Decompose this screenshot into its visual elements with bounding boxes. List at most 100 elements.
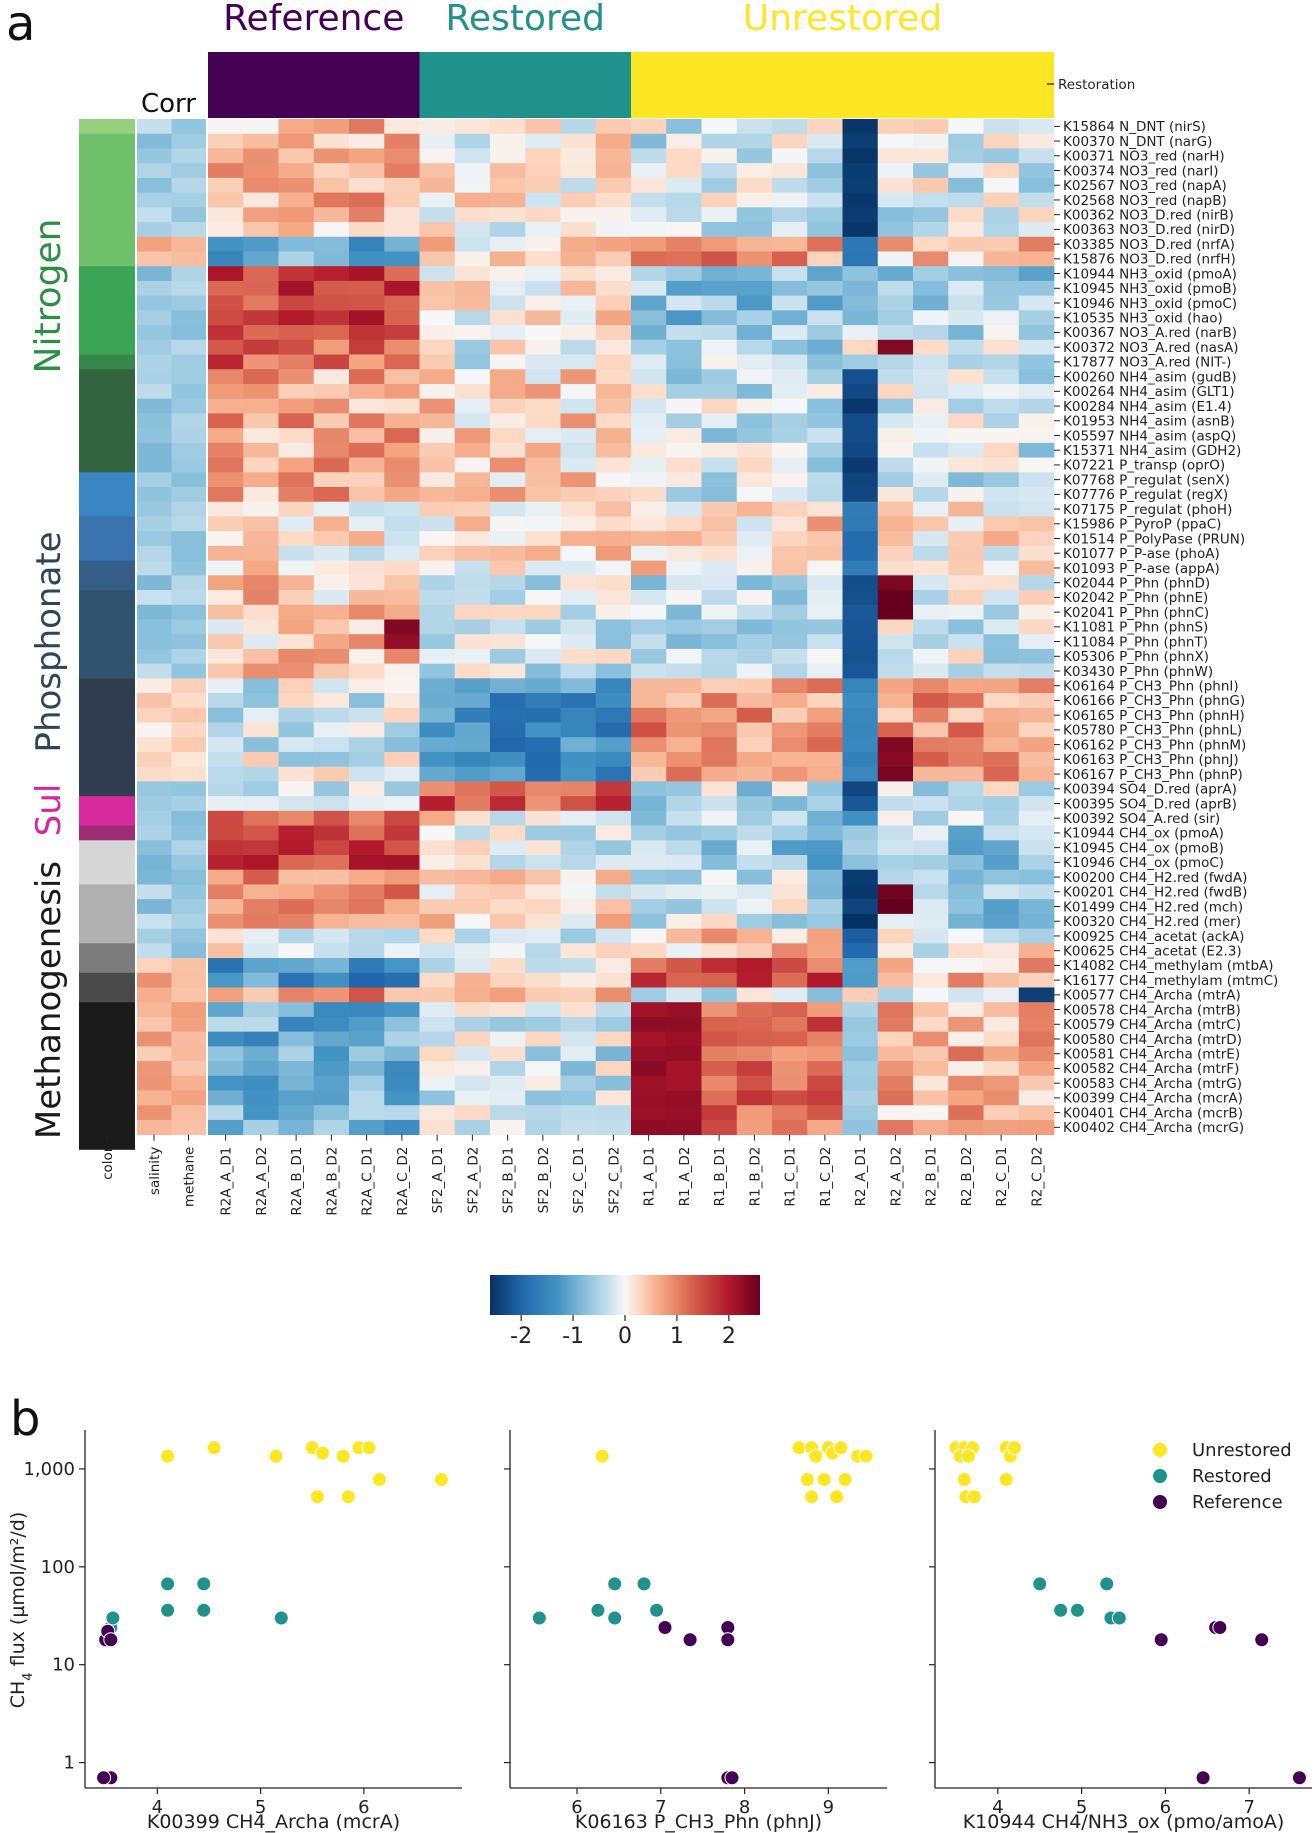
heatmap-cell [419, 501, 456, 517]
heatmap-cell [384, 163, 420, 179]
heatmap-cell [666, 928, 702, 944]
heatmap-cell [525, 884, 561, 900]
heatmap-cell [772, 855, 808, 871]
heatmap-cell [807, 280, 843, 297]
heatmap-cell [490, 619, 526, 635]
heatmap-cell [842, 251, 879, 267]
heatmap-cell [842, 1002, 879, 1018]
corr-cell [137, 236, 172, 252]
corr-cell [171, 428, 206, 444]
corr-cell [137, 707, 172, 723]
heatmap-cell [772, 119, 808, 135]
heatmap-cell [525, 751, 561, 768]
heatmap-cell [278, 869, 315, 885]
heatmap-cell [666, 575, 702, 591]
heatmap-cell [772, 987, 808, 1003]
heatmap-cell [948, 663, 984, 679]
heatmap-cell [243, 1016, 279, 1033]
heatmap-cell [983, 325, 1020, 341]
corr-cell [171, 163, 206, 179]
corr-cell [171, 707, 206, 723]
heatmap-cell [983, 280, 1020, 297]
heatmap-cell [595, 913, 632, 929]
heatmap-cell [842, 442, 879, 458]
heatmap-cell [736, 472, 773, 488]
heatmap-cell [454, 796, 491, 812]
heatmap-cell [877, 590, 914, 606]
heatmap-cell [313, 501, 350, 517]
corr-cell [171, 192, 206, 208]
heatmap-cell [1018, 987, 1055, 1003]
heatmap-cell [595, 251, 632, 267]
heatmap-cell [877, 781, 914, 797]
heatmap-cell [1018, 148, 1055, 164]
heatmap-cell [772, 737, 808, 753]
heatmap-cell [913, 619, 949, 635]
heatmap-cell [1018, 707, 1055, 723]
heatmap-cell [243, 1075, 279, 1091]
heatmap-cell [560, 884, 597, 900]
heatmap-cell [454, 325, 491, 341]
heatmap-cell [701, 1075, 738, 1091]
heatmap-cell [595, 619, 632, 635]
heatmap-cell [595, 972, 632, 988]
column-label: R2_C_D1 [994, 1147, 1010, 1207]
heatmap-cell [631, 1002, 667, 1018]
scatter-point [1195, 1770, 1211, 1786]
corr-cell [137, 119, 172, 135]
heatmap-cell [701, 428, 738, 444]
heatmap-cell [877, 266, 914, 282]
heatmap-cell [666, 648, 702, 665]
panel-b-label: b [10, 1391, 40, 1447]
heatmap-cell [278, 663, 315, 679]
category-segment [79, 796, 135, 826]
heatmap-cell [454, 590, 491, 606]
heatmap-cell [1018, 810, 1055, 826]
heatmap-cell [595, 590, 632, 606]
heatmap-cell [666, 354, 702, 370]
heatmap-cell [913, 442, 949, 458]
heatmap-cell [631, 722, 667, 738]
heatmap-cell [877, 501, 914, 517]
heatmap-cell [384, 604, 420, 620]
heatmap-cell [243, 619, 279, 635]
heatmap-cell [278, 207, 315, 223]
corr-cell [171, 369, 206, 385]
heatmap-cell [454, 707, 491, 723]
x-tick-label: 9 [823, 1797, 834, 1818]
heatmap-cell [772, 796, 808, 812]
heatmap-cell [243, 251, 279, 267]
row-label: K10945 CH4_ox (pmoB) [1063, 840, 1224, 856]
heatmap-cell [454, 1002, 491, 1018]
heatmap-cell [560, 1105, 597, 1121]
heatmap-cell [560, 383, 597, 400]
heatmap-cell [983, 413, 1020, 429]
heatmap-cell [313, 295, 350, 311]
heatmap-cell [278, 1031, 315, 1047]
heatmap-cell [243, 501, 279, 517]
heatmap-cell [490, 192, 526, 208]
heatmap-cell [595, 1002, 632, 1018]
heatmap-cell [349, 737, 385, 753]
heatmap-cell [313, 781, 350, 797]
heatmap-cell [807, 737, 843, 753]
heatmap-cell [454, 663, 491, 679]
heatmap-cell [243, 987, 279, 1003]
heatmap-cell [560, 796, 597, 812]
heatmap-cell [736, 575, 773, 591]
heatmap-cell [948, 619, 984, 635]
heatmap-cell [560, 163, 597, 179]
heatmap-cell [842, 501, 879, 517]
heatmap-cell [454, 472, 491, 488]
heatmap-cell [243, 369, 279, 385]
heatmap-cell [913, 207, 949, 223]
heatmap-cell [595, 310, 632, 326]
heatmap-cell [736, 325, 773, 341]
heatmap-cell [736, 148, 773, 164]
heatmap-cell [983, 236, 1020, 252]
heatmap-cell [384, 693, 420, 709]
heatmap-cell [419, 722, 456, 738]
heatmap-cell [454, 634, 491, 650]
heatmap-cell [525, 1105, 561, 1121]
heatmap-cell [419, 398, 456, 414]
